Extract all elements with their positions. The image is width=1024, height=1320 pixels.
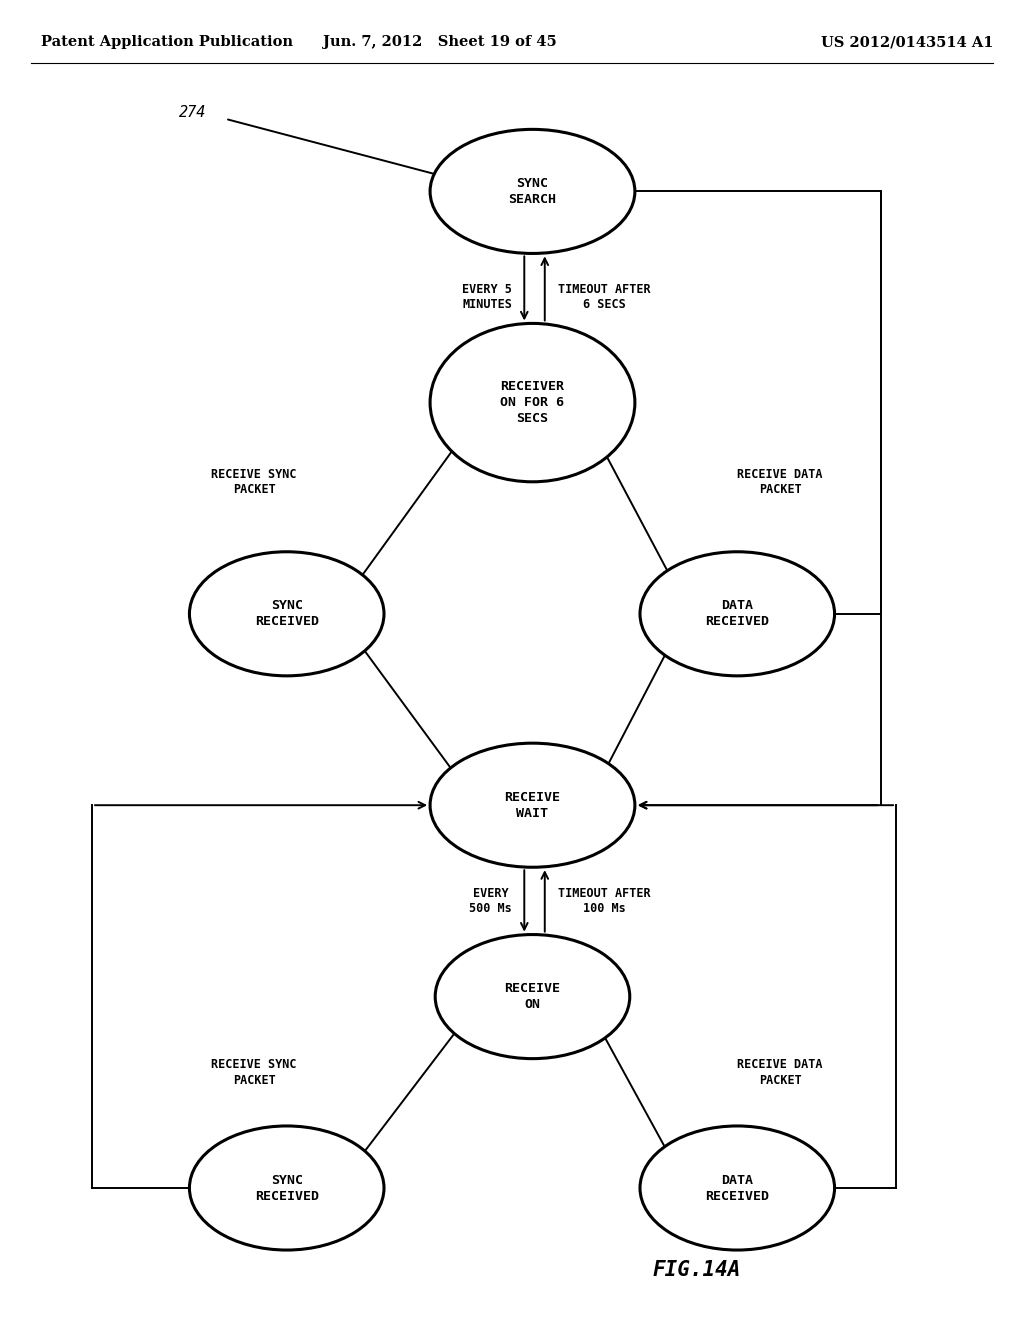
Text: RECEIVER
ON FOR 6
SECS: RECEIVER ON FOR 6 SECS (501, 380, 564, 425)
Text: EVERY
500 Ms: EVERY 500 Ms (469, 887, 512, 915)
Ellipse shape (189, 1126, 384, 1250)
Text: RECEIVE DATA
PACKET: RECEIVE DATA PACKET (737, 467, 822, 496)
Ellipse shape (435, 935, 630, 1059)
Text: 274: 274 (179, 104, 207, 120)
Text: Patent Application Publication: Patent Application Publication (41, 36, 293, 49)
Text: SYNC
RECEIVED: SYNC RECEIVED (255, 599, 318, 628)
Text: RECEIVE SYNC
PACKET: RECEIVE SYNC PACKET (212, 1059, 297, 1086)
Ellipse shape (430, 129, 635, 253)
Text: SYNC
RECEIVED: SYNC RECEIVED (255, 1173, 318, 1203)
Text: RECEIVE SYNC
PACKET: RECEIVE SYNC PACKET (212, 467, 297, 496)
Text: RECEIVE DATA
PACKET: RECEIVE DATA PACKET (737, 1059, 822, 1086)
Ellipse shape (640, 552, 835, 676)
Text: TIMEOUT AFTER
6 SECS: TIMEOUT AFTER 6 SECS (558, 282, 650, 312)
Text: SYNC
SEARCH: SYNC SEARCH (509, 177, 556, 206)
Text: TIMEOUT AFTER
100 Ms: TIMEOUT AFTER 100 Ms (558, 887, 650, 915)
Text: RECEIVE
WAIT: RECEIVE WAIT (505, 791, 560, 820)
Text: Jun. 7, 2012   Sheet 19 of 45: Jun. 7, 2012 Sheet 19 of 45 (324, 36, 557, 49)
Ellipse shape (640, 1126, 835, 1250)
Text: RECEIVE
ON: RECEIVE ON (505, 982, 560, 1011)
Ellipse shape (430, 323, 635, 482)
Ellipse shape (189, 552, 384, 676)
Text: FIG.14A: FIG.14A (652, 1259, 740, 1280)
Text: DATA
RECEIVED: DATA RECEIVED (706, 1173, 769, 1203)
Text: EVERY 5
MINUTES: EVERY 5 MINUTES (462, 282, 512, 312)
Text: DATA
RECEIVED: DATA RECEIVED (706, 599, 769, 628)
Ellipse shape (430, 743, 635, 867)
Text: US 2012/0143514 A1: US 2012/0143514 A1 (821, 36, 993, 49)
